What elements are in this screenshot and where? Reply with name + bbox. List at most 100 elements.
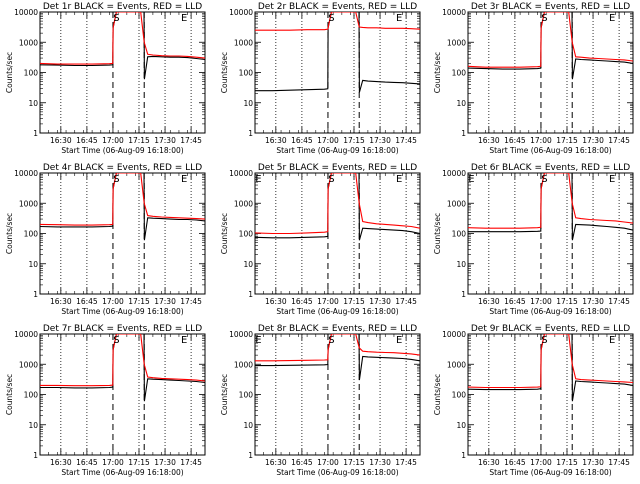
series-group — [468, 173, 633, 241]
x-axis-label: Start Time (06-Aug-09 16:18:00) — [489, 307, 611, 316]
end-marker: E — [609, 335, 615, 346]
x-tick-label: 17:00 — [530, 297, 552, 306]
lld-series-line — [40, 173, 205, 226]
x-tick-label: 16:45 — [291, 297, 313, 306]
y-tick-label: 10 — [243, 99, 253, 108]
y-tick-label: 10000 — [442, 169, 466, 178]
series-group — [255, 334, 420, 381]
x-tick-label: 17:45 — [608, 458, 630, 467]
panel-title: Det 9r BLACK = Events, RED = LLD — [471, 324, 630, 334]
y-tick-label: 10 — [28, 421, 38, 430]
x-tick-label: 17:00 — [530, 458, 552, 467]
x-tick-label: 17:15 — [343, 297, 365, 306]
plot-frame — [39, 333, 206, 456]
y-tick-label: 10 — [243, 260, 253, 269]
x-tick-label: 17:45 — [395, 458, 417, 467]
y-axis-label: Counts/sec — [5, 213, 14, 254]
x-tick-label: 16:30 — [50, 297, 72, 306]
x-tick-label: 16:45 — [76, 136, 98, 145]
y-tick-label: 100 — [452, 69, 467, 78]
x-tick-label: 16:45 — [504, 297, 526, 306]
events-series-line — [40, 12, 205, 80]
x-axis-label: Start Time (06-Aug-09 16:18:00) — [61, 468, 183, 477]
y-tick-label: 10000 — [14, 330, 38, 339]
series-group — [40, 12, 205, 80]
end-marker: E — [396, 335, 402, 346]
start-marker: S — [541, 174, 547, 185]
panel-2: Det 2r BLACK = Events, RED = LLD 1 10 100 10… — [220, 2, 421, 155]
start-marker: S — [541, 13, 547, 24]
y-axis-label: Counts/sec — [5, 374, 14, 415]
x-tick-label: 17:00 — [317, 297, 339, 306]
panel-title: Det 2r BLACK = Events, RED = LLD — [258, 2, 417, 12]
events-series-line — [468, 334, 633, 402]
y-axis-label: Counts/sec — [433, 213, 442, 254]
events-series-line — [255, 334, 420, 381]
start-marker: S — [113, 335, 119, 346]
series-group — [255, 173, 420, 241]
panel-8: Det 8r BLACK = Events, RED = LLD 1 10 100 10… — [220, 324, 421, 477]
end-marker: E — [255, 174, 261, 185]
plot-frame — [254, 333, 421, 456]
y-tick-label: 10000 — [442, 8, 466, 17]
events-series-line — [468, 173, 633, 241]
series-group — [40, 173, 205, 241]
x-tick-label: 16:45 — [504, 458, 526, 467]
end-marker: E — [181, 335, 187, 346]
y-tick-label: 1 — [461, 451, 466, 460]
y-tick-label: 10000 — [229, 8, 253, 17]
x-tick-label: 17:30 — [369, 136, 391, 145]
y-tick-label: 100 — [239, 230, 254, 239]
x-axis-label: Start Time (06-Aug-09 16:18:00) — [276, 307, 398, 316]
y-axis-label: Counts/sec — [433, 52, 442, 93]
plot-frame — [39, 11, 206, 134]
x-tick-label: 17:45 — [608, 136, 630, 145]
y-tick-label: 100 — [24, 230, 39, 239]
x-tick-label: 17:30 — [154, 297, 176, 306]
x-tick-label: 16:45 — [76, 458, 98, 467]
panel-9: Det 9r BLACK = Events, RED = LLD 1 10 100 10… — [433, 324, 634, 477]
panel-4: Det 4r BLACK = Events, RED = LLD 1 10 100 10… — [5, 163, 206, 316]
y-tick-label: 10000 — [14, 169, 38, 178]
x-tick-label: 17:15 — [343, 458, 365, 467]
x-tick-label: 16:30 — [50, 458, 72, 467]
x-axis-label: Start Time (06-Aug-09 16:18:00) — [276, 146, 398, 155]
end-marker: E — [255, 335, 261, 346]
x-tick-label: 16:30 — [478, 458, 500, 467]
x-axis-label: Start Time (06-Aug-09 16:18:00) — [489, 146, 611, 155]
x-tick-label: 17:15 — [556, 297, 578, 306]
x-axis-label: Start Time (06-Aug-09 16:18:00) — [61, 307, 183, 316]
x-tick-label: 17:00 — [102, 136, 124, 145]
end-marker: E — [609, 13, 615, 24]
y-tick-label: 10000 — [229, 330, 253, 339]
events-series-line — [468, 12, 633, 80]
start-marker: S — [541, 335, 547, 346]
x-tick-label: 17:00 — [530, 136, 552, 145]
x-tick-label: 17:45 — [180, 458, 202, 467]
x-tick-label: 17:45 — [180, 136, 202, 145]
y-tick-label: 1 — [33, 129, 38, 138]
plot-frame — [467, 11, 634, 134]
x-tick-label: 17:00 — [102, 297, 124, 306]
x-tick-label: 17:15 — [128, 297, 150, 306]
panel-6: Det 6r BLACK = Events, RED = LLD 1 10 100 10… — [433, 163, 634, 316]
y-tick-label: 10 — [456, 421, 466, 430]
start-marker: S — [328, 13, 334, 24]
x-tick-label: 16:30 — [478, 136, 500, 145]
y-tick-label: 1 — [248, 290, 253, 299]
series-group — [468, 12, 633, 80]
x-tick-label: 17:30 — [369, 458, 391, 467]
y-axis-label: Counts/sec — [220, 213, 229, 254]
x-tick-label: 17:15 — [128, 458, 150, 467]
x-tick-label: 16:30 — [265, 136, 287, 145]
y-tick-label: 1 — [248, 129, 253, 138]
y-tick-label: 1000 — [234, 360, 253, 369]
y-tick-label: 1000 — [19, 360, 38, 369]
y-axis-label: Counts/sec — [433, 374, 442, 415]
x-axis-label: Start Time (06-Aug-09 16:18:00) — [276, 468, 398, 477]
y-tick-label: 10000 — [442, 330, 466, 339]
x-tick-label: 16:45 — [291, 458, 313, 467]
x-tick-label: 16:30 — [478, 297, 500, 306]
